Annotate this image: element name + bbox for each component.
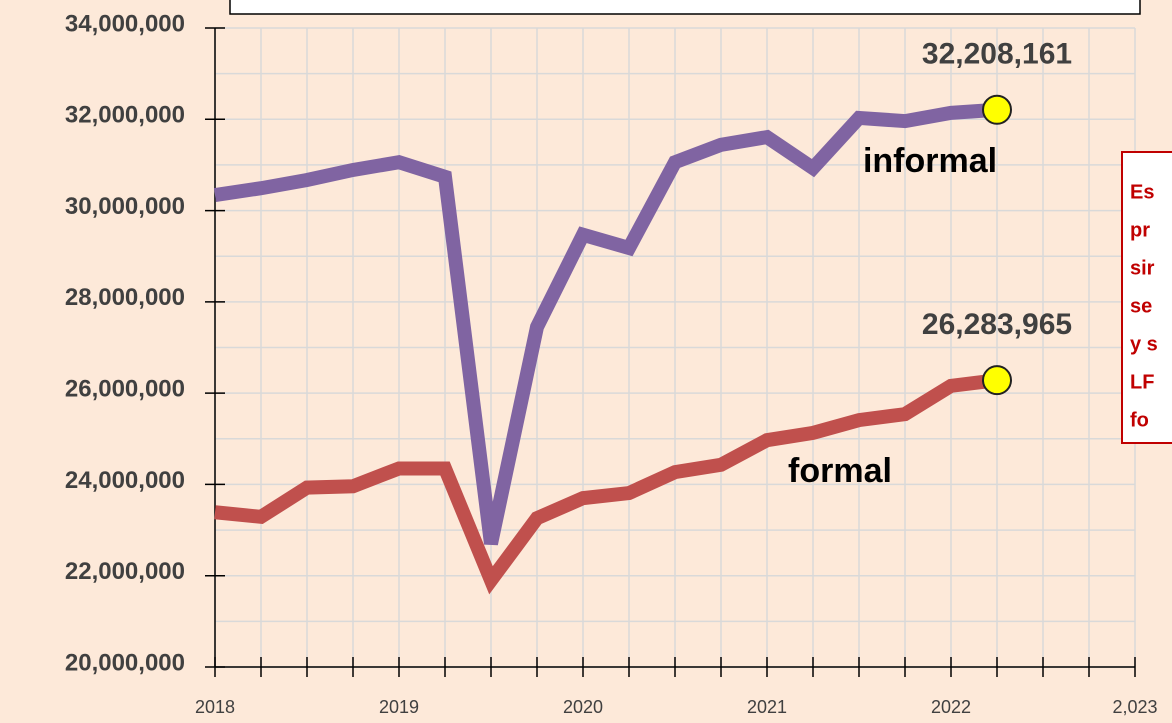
y-tick-label: 20,000,000 — [65, 649, 185, 676]
series-line — [214, 373, 998, 595]
series-label: informal — [863, 142, 997, 180]
y-tick-label: 32,000,000 — [65, 102, 185, 129]
series-label: formal — [788, 452, 892, 490]
annotation-text: se — [1130, 295, 1152, 317]
x-tick-label: 2020 — [563, 697, 603, 717]
series-line — [213, 102, 998, 546]
x-tick-label: 2018 — [195, 697, 235, 717]
y-tick-label: 22,000,000 — [65, 558, 185, 585]
y-tick-label: 26,000,000 — [65, 375, 185, 402]
y-tick-label: 28,000,000 — [65, 284, 185, 311]
y-tick-label: 30,000,000 — [65, 193, 185, 220]
annotation-text: Es — [1130, 181, 1154, 203]
x-tick-label: 2,023 — [1112, 697, 1157, 717]
y-tick-label: 24,000,000 — [65, 467, 185, 494]
value-label: 26,283,965 — [922, 308, 1072, 341]
annotation-text: pr — [1130, 219, 1150, 241]
annotation-text: LF — [1130, 371, 1154, 393]
axes: 20,000,000 22,000,000 24,000,000 26,000,000… — [65, 10, 1158, 716]
x-tick-label: 2021 — [747, 697, 787, 717]
annotation-text: y s — [1130, 333, 1158, 355]
value-label: 32,208,161 — [922, 38, 1072, 71]
end-marker — [982, 94, 1012, 125]
annotation-text: sir — [1130, 257, 1155, 279]
x-tick-label: 2022 — [931, 697, 971, 717]
annotation-text: fo — [1130, 409, 1149, 431]
y-tick-label: 34,000,000 — [65, 10, 185, 37]
x-tick-label: 2019 — [379, 697, 419, 717]
title-box — [229, 0, 1141, 15]
end-marker — [982, 365, 1012, 396]
annotation-box — [1121, 151, 1172, 444]
annotation: Es pr sir se y s LF fo — [1130, 181, 1158, 431]
lines: 32,208,161 informal 26,283,965 formal — [213, 38, 1072, 595]
